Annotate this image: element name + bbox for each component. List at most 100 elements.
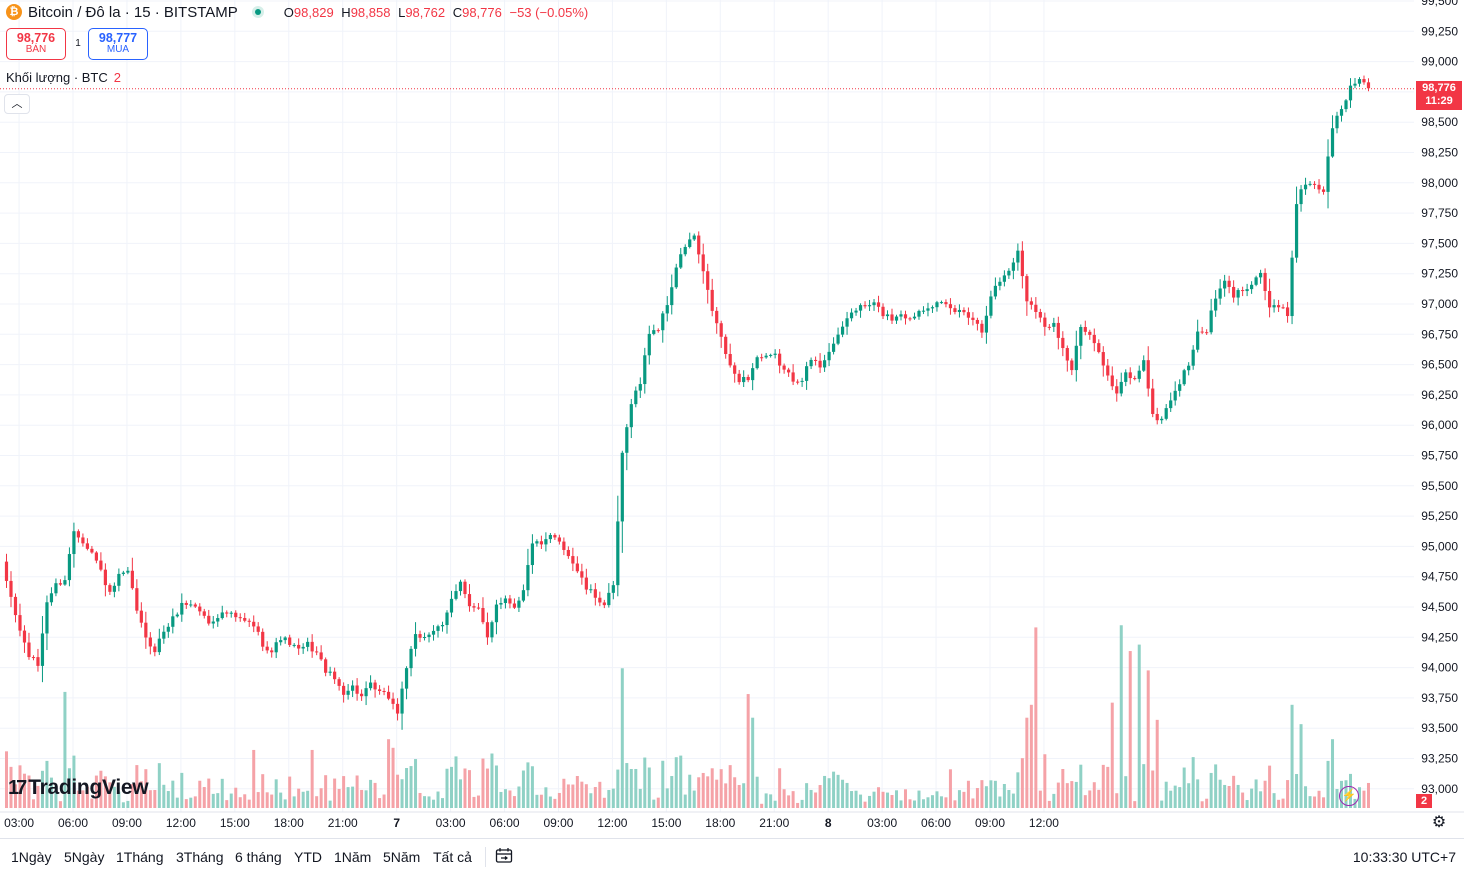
- candle-body: [548, 534, 552, 540]
- range-6-months[interactable]: 6 tháng: [235, 849, 282, 865]
- candle-body: [629, 404, 633, 428]
- symbol-title[interactable]: Bitcoin / Đô la · 15 · BITSTAMP: [28, 3, 238, 21]
- candle-body: [270, 650, 274, 653]
- volume-bar: [400, 779, 404, 808]
- candle-body: [1223, 280, 1227, 289]
- candle-body: [1214, 298, 1218, 311]
- candle-body: [139, 610, 143, 623]
- candle-body: [67, 554, 72, 581]
- price-tick-label: 93,000: [1421, 782, 1458, 796]
- candle-body: [216, 618, 220, 622]
- volume-bar: [1002, 783, 1006, 808]
- candle-body: [805, 366, 809, 381]
- volume-bar: [1227, 786, 1231, 808]
- volume-bar: [270, 794, 274, 808]
- time-tick-label: 03:00: [436, 816, 466, 830]
- volume-bar: [162, 784, 166, 808]
- volume-bar: [737, 784, 741, 808]
- range-3-months[interactable]: 3Tháng: [176, 849, 224, 865]
- candle-body: [99, 560, 103, 570]
- sell-button[interactable]: 98,776 BÁN: [6, 28, 66, 60]
- candle-body: [1196, 331, 1200, 350]
- calendar-range-icon[interactable]: [495, 847, 513, 864]
- candle-body: [733, 365, 737, 374]
- candle-body: [611, 585, 615, 593]
- volume-bar: [9, 766, 13, 808]
- candle-body: [463, 581, 467, 595]
- volume-legend[interactable]: Khối lượng · BTC 2: [6, 70, 121, 85]
- volume-bar: [984, 786, 988, 808]
- volume-bar: [1254, 779, 1258, 808]
- volume-bar: [135, 765, 139, 808]
- volume-bar: [935, 791, 939, 808]
- volume-bar: [216, 793, 220, 808]
- range-1-day[interactable]: 1Ngày: [11, 849, 52, 865]
- candle-body: [283, 637, 287, 641]
- volume-bar: [351, 786, 355, 808]
- candle-body: [665, 305, 669, 314]
- utc-clock[interactable]: 10:33:30 UTC+7: [1352, 849, 1456, 865]
- range-1-year[interactable]: 1Năm: [334, 849, 372, 865]
- price-tick-label: 93,500: [1421, 721, 1458, 735]
- candle-body: [818, 360, 822, 368]
- volume-bar: [328, 800, 332, 808]
- candle-body: [562, 541, 566, 550]
- range-5-years[interactable]: 5Năm: [383, 849, 421, 865]
- candle-body: [1115, 386, 1119, 394]
- gear-icon[interactable]: ⚙: [1431, 814, 1447, 831]
- volume-bar: [49, 777, 53, 808]
- volume-bar: [899, 800, 903, 808]
- volume-bar: [369, 779, 373, 808]
- price-tick-label: 96,000: [1421, 418, 1458, 432]
- candle-body: [4, 561, 9, 581]
- candle-body: [490, 622, 494, 638]
- volume-bar: [472, 796, 476, 808]
- price-tick-label: 98,250: [1421, 146, 1458, 160]
- candle-body: [360, 693, 364, 697]
- volume-bar: [463, 768, 467, 808]
- range-ytd[interactable]: YTD: [294, 849, 322, 865]
- volume-bar: [917, 790, 921, 808]
- volume-bar: [1299, 724, 1303, 808]
- candlesticks: [0, 75, 1414, 730]
- volume-bar: [1236, 784, 1240, 808]
- volume-bar: [1178, 787, 1182, 808]
- volume-bar: [611, 788, 615, 808]
- candle-body: [890, 314, 894, 321]
- range-all[interactable]: Tất cả: [433, 849, 472, 865]
- volume-bar: [184, 799, 188, 808]
- lightning-icon[interactable]: ⚡: [1339, 786, 1359, 806]
- price-tick-label: 93,250: [1421, 752, 1458, 766]
- candle-body: [1061, 337, 1065, 349]
- volume-bar: [180, 772, 184, 808]
- ohlc-values: O98,829 H98,858 L98,762 C98,776 −53 (−0.…: [280, 5, 588, 20]
- candle-body: [310, 641, 314, 652]
- candle-body: [54, 583, 58, 594]
- range-1-month[interactable]: 1Tháng: [116, 849, 164, 865]
- collapse-legend-button[interactable]: ︿: [4, 94, 30, 114]
- volume-bar: [634, 768, 638, 808]
- candle-body: [1232, 286, 1236, 298]
- candle-body: [1137, 370, 1141, 379]
- candle-body: [688, 239, 692, 247]
- range-5-days[interactable]: 5Ngày: [64, 849, 105, 865]
- volume-bar: [90, 798, 94, 808]
- candle-body: [180, 602, 184, 615]
- candle-body: [85, 543, 90, 549]
- candle-body: [1169, 400, 1173, 409]
- volume-bar: [40, 770, 44, 808]
- candle-body: [724, 336, 728, 355]
- candle-body: [831, 343, 836, 352]
- bitcoin-icon: ₿: [6, 4, 22, 20]
- ohlc-close-value: 98,776: [462, 4, 502, 20]
- volume-bar: [602, 797, 606, 808]
- buy-button[interactable]: 98,777 MUA: [88, 28, 148, 60]
- volume-bar: [391, 747, 395, 808]
- time-tick-label: 09:00: [975, 816, 1005, 830]
- volume-bar: [22, 773, 26, 808]
- candle-body: [409, 648, 413, 669]
- tradingview-watermark[interactable]: 17 TradingView: [8, 776, 149, 800]
- volume-bar: [782, 789, 786, 808]
